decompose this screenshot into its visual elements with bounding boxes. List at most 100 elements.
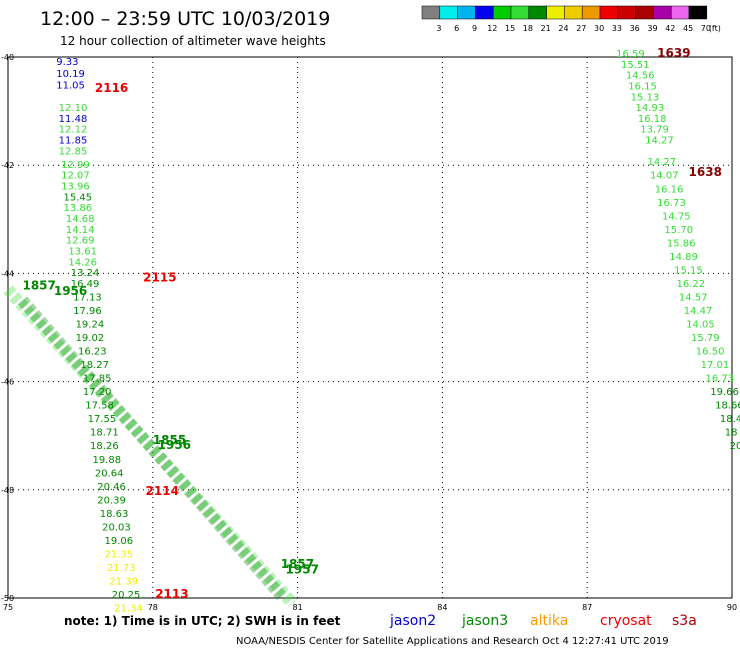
legend-value: 39: [647, 24, 657, 33]
chart-title: 12:00 – 23:59 UTC 10/03/2019: [40, 8, 330, 30]
legend-value: 6: [454, 24, 459, 33]
swh-value: 11.48: [59, 114, 88, 125]
legend-value: 70: [701, 24, 711, 33]
track-band: [3, 285, 298, 608]
y-tick-label: -50: [1, 594, 14, 603]
satellite-legend: jason2 jason3 altika cryosat s3a: [389, 613, 697, 629]
swh-value: 17.85: [83, 374, 112, 385]
swh-value: 21.35: [105, 549, 134, 560]
time-labels: 2116211521142113163916381857195618551956…: [22, 46, 721, 601]
time-label: 1639: [657, 46, 690, 60]
legend-swatch: [457, 5, 476, 20]
satellite-label-altika: altika: [530, 613, 568, 629]
track-band: [17, 296, 288, 602]
swh-value: 11.85: [59, 136, 88, 147]
swh-value: 15.70: [664, 225, 693, 236]
swh-value: 17.20: [83, 387, 112, 398]
time-label: 1957: [286, 563, 319, 577]
x-tick-label: 87: [582, 603, 592, 612]
swh-value: 16.18: [638, 114, 667, 125]
swh-value: 18: [725, 428, 738, 439]
swh-value: 13.61: [68, 246, 97, 257]
swh-value: 20.03: [102, 522, 131, 533]
legend-value: 45: [683, 24, 693, 33]
swh-value: 21.39: [109, 576, 138, 587]
time-label: 1855: [153, 433, 186, 447]
legend-swatch: [617, 5, 636, 20]
swh-value: 15.13: [631, 92, 660, 103]
swh-value: 18.26: [90, 441, 119, 452]
legend-swatch: [528, 5, 547, 20]
legend-swatch: [546, 5, 565, 20]
swh-value: 14.89: [669, 252, 698, 263]
swh-value: 14.27: [645, 136, 674, 147]
swh-value: 18.63: [100, 509, 129, 520]
swh-value: 21.34: [114, 604, 143, 615]
swh-value: 13.24: [71, 268, 100, 279]
legend-value: 18: [523, 24, 533, 33]
swh-value: 19.02: [76, 333, 105, 344]
color-legend: 3 6 9 12 15 18 21 24 27 30 33 36 39 42 45 70(ft): [421, 5, 721, 33]
swh-value: 16.22: [676, 279, 705, 290]
swh-value: 18.71: [90, 428, 119, 439]
swh-value: 15.79: [691, 333, 720, 344]
legend-value: 30: [594, 24, 604, 33]
legend-swatch: [439, 5, 458, 20]
swh-value: 14.56: [626, 71, 655, 82]
legend-value: 27: [576, 24, 586, 33]
swh-value: 16.15: [628, 81, 657, 92]
legend-value: 15: [505, 24, 515, 33]
swh-value: 16.50: [696, 347, 725, 358]
x-tick-label: 90: [727, 603, 737, 612]
time-label: 2114: [146, 484, 179, 498]
swh-value: 15.45: [64, 192, 93, 203]
legend-swatch: [635, 5, 654, 20]
grid-lines: [7, 56, 733, 599]
time-label: 2113: [155, 587, 188, 601]
swh-value: 11.05: [56, 80, 85, 91]
swh-value: 17.01: [701, 360, 730, 371]
swh-value: 14.27: [648, 157, 677, 168]
swh-value: 16.16: [655, 184, 684, 195]
x-tick-label: 81: [293, 603, 303, 612]
legend-swatch: [492, 5, 512, 20]
legend-swatch: [581, 5, 601, 20]
swh-value: 13.79: [640, 125, 669, 136]
swh-value: 12.12: [59, 125, 88, 136]
legend-swatch: [475, 5, 494, 20]
legend-swatch: [670, 5, 690, 20]
swh-value: 16.59: [616, 49, 645, 60]
legend-value: 12: [487, 24, 497, 33]
legend-value: 3: [436, 24, 441, 33]
time-label: 1956: [54, 284, 87, 298]
legend-value: 42: [665, 24, 675, 33]
swh-value: 20.25: [112, 590, 141, 601]
time-label: 2115: [143, 271, 176, 285]
plot-area: 75 78 81 84 87 90 -40 -42 -44 -46 -48 -50 9.3310.19…: [1, 46, 740, 615]
swh-value: 18.4: [720, 414, 740, 425]
swh-value: 12.10: [59, 103, 88, 114]
swh-value: 14.14: [66, 225, 95, 236]
swh-value: 14.57: [679, 292, 708, 303]
legend-swatch: [653, 5, 672, 20]
track-lines: [3, 285, 298, 608]
legend-value: 21: [541, 24, 551, 33]
swh-value: 17.96: [73, 306, 102, 317]
swh-value: 12.99: [61, 160, 90, 171]
swh-value: 14.93: [635, 103, 664, 114]
swh-value: 14.68: [66, 214, 95, 225]
satellite-label-cryosat: cryosat: [600, 613, 652, 629]
swh-value: 20.39: [97, 495, 126, 506]
legend-value: 33: [612, 24, 622, 33]
swh-value: 14.26: [68, 257, 97, 268]
satellite-label-jason3: jason3: [461, 613, 508, 629]
swh-value: 13.96: [61, 182, 90, 193]
swh-value: 13.86: [64, 203, 93, 214]
swh-value: 20.46: [97, 482, 126, 493]
swh-value: 9.33: [56, 57, 78, 68]
legend-swatch: [510, 5, 530, 20]
swh-value: 15.86: [667, 238, 696, 249]
time-label: 1857: [22, 279, 55, 293]
